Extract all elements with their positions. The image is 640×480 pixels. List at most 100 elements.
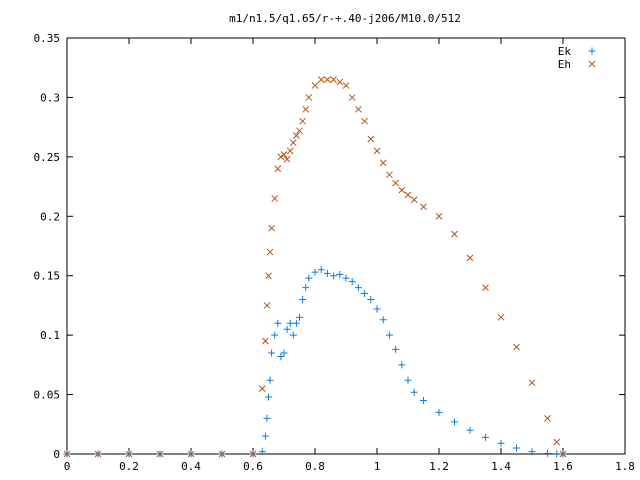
data-point-eh xyxy=(271,195,279,202)
data-point-eh xyxy=(361,117,368,125)
data-point-ek xyxy=(280,349,288,357)
legend-label-eh: Eh xyxy=(558,58,571,71)
data-point-eh xyxy=(497,313,505,321)
data-point-eh xyxy=(187,450,195,458)
data-point-ek xyxy=(404,376,412,384)
data-point-eh xyxy=(263,302,271,309)
series-eh xyxy=(63,76,567,458)
data-point-ek xyxy=(420,397,427,405)
data-point-ek xyxy=(342,274,350,282)
data-point-eh xyxy=(125,450,133,458)
data-point-eh xyxy=(367,135,375,143)
y-tick-label: 0.1 xyxy=(40,329,60,342)
data-point-eh xyxy=(392,179,399,187)
data-point-ek xyxy=(283,325,291,333)
data-point-ek xyxy=(296,313,303,321)
y-tick-label: 0.25 xyxy=(34,151,61,164)
data-point-ek xyxy=(311,268,319,276)
data-point-eh xyxy=(379,159,387,167)
y-tick-label: 0.3 xyxy=(40,91,60,104)
data-point-eh xyxy=(280,151,288,158)
data-point-eh xyxy=(482,284,489,291)
x-tick-label: 0.2 xyxy=(119,460,139,473)
y-tick-label: 0.15 xyxy=(34,270,61,283)
data-point-ek xyxy=(348,278,356,286)
series-ek xyxy=(63,266,567,458)
data-point-eh xyxy=(373,147,381,155)
data-point-ek xyxy=(261,432,269,440)
data-point-eh xyxy=(283,155,291,163)
data-point-ek xyxy=(367,295,375,303)
data-point-eh xyxy=(249,450,257,458)
data-point-eh xyxy=(342,82,350,89)
data-point-ek xyxy=(305,274,313,282)
data-point-eh xyxy=(289,139,297,146)
data-point-eh xyxy=(258,385,266,392)
data-point-eh xyxy=(262,337,269,345)
data-point-eh xyxy=(296,127,303,135)
data-point-ek xyxy=(528,448,536,456)
data-point-ek xyxy=(265,393,272,401)
data-point-eh xyxy=(268,224,275,232)
axes: 0 0.2 0.4 0.6 0.8 1 1.2 1.4 1.6 1.8 0 0.05 0.1 0.15 0.… xyxy=(34,32,635,473)
data-point-ek xyxy=(553,450,561,458)
chart-title: m1/n1.5/q1.65/r-+.40-j206/M10.0/512 xyxy=(229,12,461,25)
data-points xyxy=(63,76,567,458)
data-point-ek xyxy=(266,376,274,384)
data-point-eh xyxy=(398,186,406,194)
data-point-ek xyxy=(323,269,331,277)
data-point-eh xyxy=(330,76,337,83)
data-point-eh xyxy=(451,230,458,238)
data-point-eh xyxy=(63,450,71,458)
y-tick-label: 0.05 xyxy=(34,389,61,402)
legend-marker-ek xyxy=(588,47,596,55)
data-point-ek xyxy=(513,444,520,452)
data-point-ek xyxy=(292,319,300,327)
data-point-ek xyxy=(354,284,362,292)
data-point-eh xyxy=(94,450,102,458)
data-point-ek xyxy=(497,439,505,447)
data-point-eh xyxy=(317,76,325,83)
data-point-eh xyxy=(435,212,443,220)
data-point-ek xyxy=(435,408,443,416)
data-point-eh xyxy=(266,248,274,256)
data-point-ek xyxy=(361,290,369,298)
data-point-ek xyxy=(392,345,400,353)
x-tick-label: 0.8 xyxy=(305,460,325,473)
x-tick-label: 1.4 xyxy=(491,460,511,473)
data-point-ek xyxy=(274,319,282,327)
x-tick-label: 0 xyxy=(64,460,71,473)
data-point-ek xyxy=(398,361,406,369)
data-point-ek xyxy=(544,449,551,457)
data-point-ek xyxy=(277,353,285,361)
data-point-ek xyxy=(258,448,266,456)
data-point-eh xyxy=(466,254,474,262)
data-point-ek xyxy=(286,319,294,327)
x-tick-label: 1 xyxy=(374,460,381,473)
data-point-eh xyxy=(553,438,561,446)
legend-marker-eh xyxy=(588,60,596,68)
data-point-ek xyxy=(379,316,387,324)
data-point-ek xyxy=(385,331,393,339)
data-point-eh xyxy=(544,414,551,422)
x-tick-label: 0.4 xyxy=(181,460,201,473)
data-point-eh xyxy=(386,171,393,179)
y-tick-label: 0.35 xyxy=(34,32,61,45)
data-point-ek xyxy=(330,272,338,280)
data-point-eh xyxy=(293,132,300,139)
data-point-eh xyxy=(305,94,313,101)
data-point-ek xyxy=(289,331,297,339)
data-point-ek xyxy=(410,388,418,396)
data-point-eh xyxy=(355,105,362,113)
plot-frame xyxy=(66,37,626,455)
data-point-eh xyxy=(528,379,536,387)
data-point-eh xyxy=(277,153,285,161)
data-point-eh xyxy=(420,203,427,211)
data-point-eh xyxy=(274,165,282,173)
data-point-eh xyxy=(299,117,306,125)
data-point-eh xyxy=(311,82,319,89)
data-point-ek xyxy=(271,331,279,339)
data-point-eh xyxy=(410,196,418,203)
